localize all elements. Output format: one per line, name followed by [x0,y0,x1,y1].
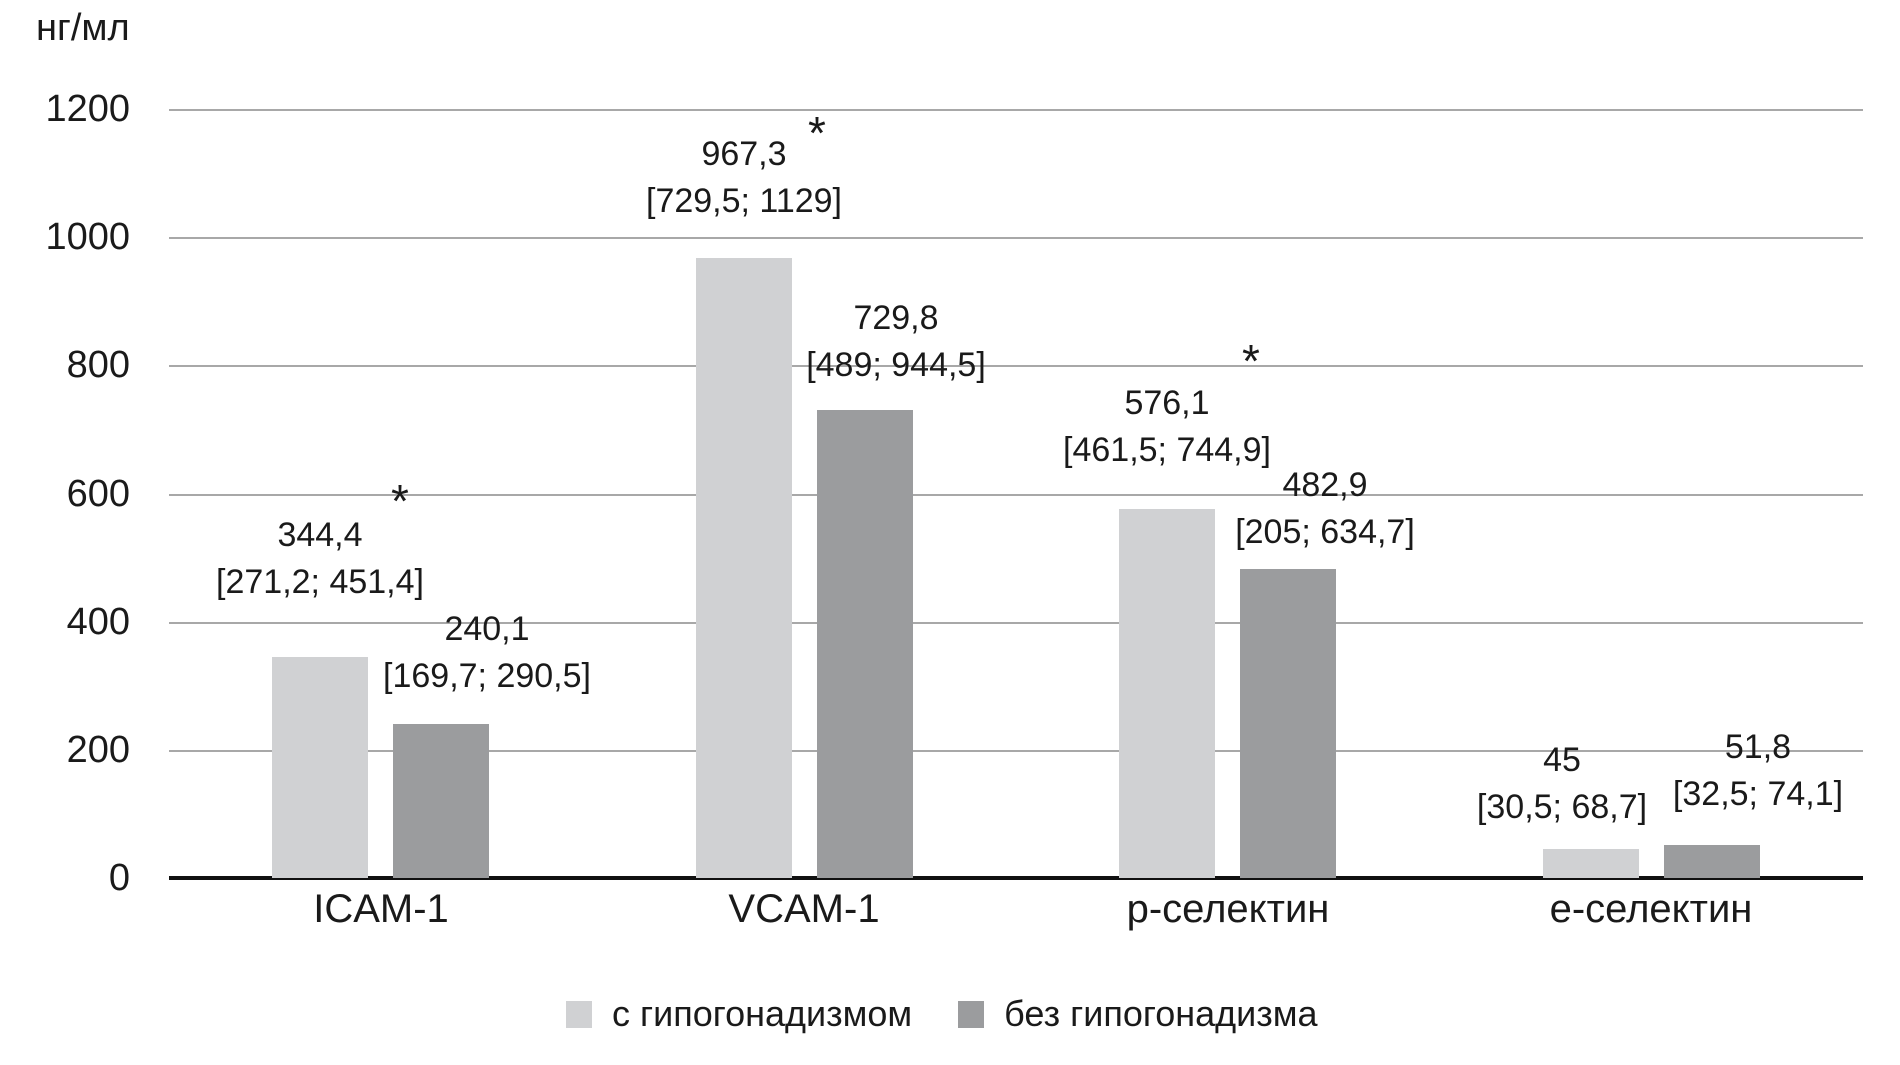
x-axis-line [169,876,1863,880]
confidence-interval: [32,5; 74,1] [1672,775,1844,813]
x-axis-category-label: p-селектин [1126,887,1330,931]
bar-series1-p-селектин [1119,509,1215,878]
bar-value-label: 344,4 [271,2; 451,4] [216,512,424,606]
bar-value-label: 576,1 [461,5; 744,9] [1063,380,1271,474]
bar-value-label: 729,8 [489; 944,5] [806,295,986,389]
y-axis-tick-label: 0 [108,857,130,899]
bar-value-label: 240,1 [169,7; 290,5] [383,606,591,700]
bar-value-label: 45 [30,5; 68,7] [1477,737,1647,831]
gridline [169,494,1863,496]
confidence-interval: [205; 634,7] [1235,513,1415,551]
y-axis-unit-label: нг/мл [36,7,130,49]
legend-item-with-hypogonadism: с гипогонадизмом [566,992,912,1036]
legend-swatch [566,1000,592,1028]
confidence-interval: [489; 944,5] [806,346,986,384]
legend: с гипогонадизмом без гипогонадизма [566,992,1318,1036]
x-axis-category-label: VCAM-1 [728,887,880,931]
median-value: 576,1 [1124,384,1210,422]
median-value: 482,9 [1282,466,1368,504]
legend-label: без гипогонадизма [1004,993,1318,1034]
legend-swatch [958,1000,985,1028]
x-axis-category-label: ICAM-1 [313,887,449,931]
bar-series2-ICAM-1 [393,724,489,878]
significance-asterisk: * [391,475,409,527]
significance-asterisk: * [808,107,826,159]
bar-series2-p-селектин [1240,569,1336,878]
bar-series2-VCAM-1 [817,410,913,878]
median-value: 344,4 [277,516,363,554]
gridline [169,365,1863,367]
bar-series1-ICAM-1 [272,657,368,878]
legend-item-without-hypogonadism: без гипогонадизма [958,992,1318,1036]
gridline [169,622,1863,624]
bar-value-label: 482,9 [205; 634,7] [1235,462,1415,556]
legend-label: с гипогонадизмом [612,993,913,1034]
y-axis-tick-label: 200 [66,729,130,771]
bar-value-label: 967,3 [729,5; 1129] [646,131,842,225]
confidence-interval: [729,5; 1129] [646,182,842,220]
significance-asterisk: * [1242,335,1260,387]
median-value: 967,3 [701,135,787,173]
y-axis-tick-label: 800 [66,344,130,386]
confidence-interval: [169,7; 290,5] [383,657,591,695]
bar-series2-e-селектин [1664,845,1760,878]
gridline [169,109,1863,111]
confidence-interval: [461,5; 744,9] [1063,431,1271,469]
median-value: 729,8 [853,299,939,337]
confidence-interval: [271,2; 451,4] [216,563,424,601]
y-axis-tick-label: 1000 [45,216,130,258]
x-axis-category-label: e-селектин [1549,887,1753,931]
gridline [169,750,1863,752]
bar-series1-VCAM-1 [696,258,792,878]
bar-value-label: 51,8 [32,5; 74,1] [1673,724,1843,818]
bar-series1-e-селектин [1543,849,1639,878]
median-value: 240,1 [444,610,530,648]
median-value: 51,8 [1724,728,1792,766]
y-axis-tick-label: 400 [66,601,130,643]
median-value: 45 [1543,741,1581,779]
confidence-interval: [30,5; 68,7] [1476,788,1648,826]
y-axis-tick-label: 600 [66,473,130,515]
gridline [169,237,1863,239]
y-axis-tick-label: 1200 [45,88,130,130]
